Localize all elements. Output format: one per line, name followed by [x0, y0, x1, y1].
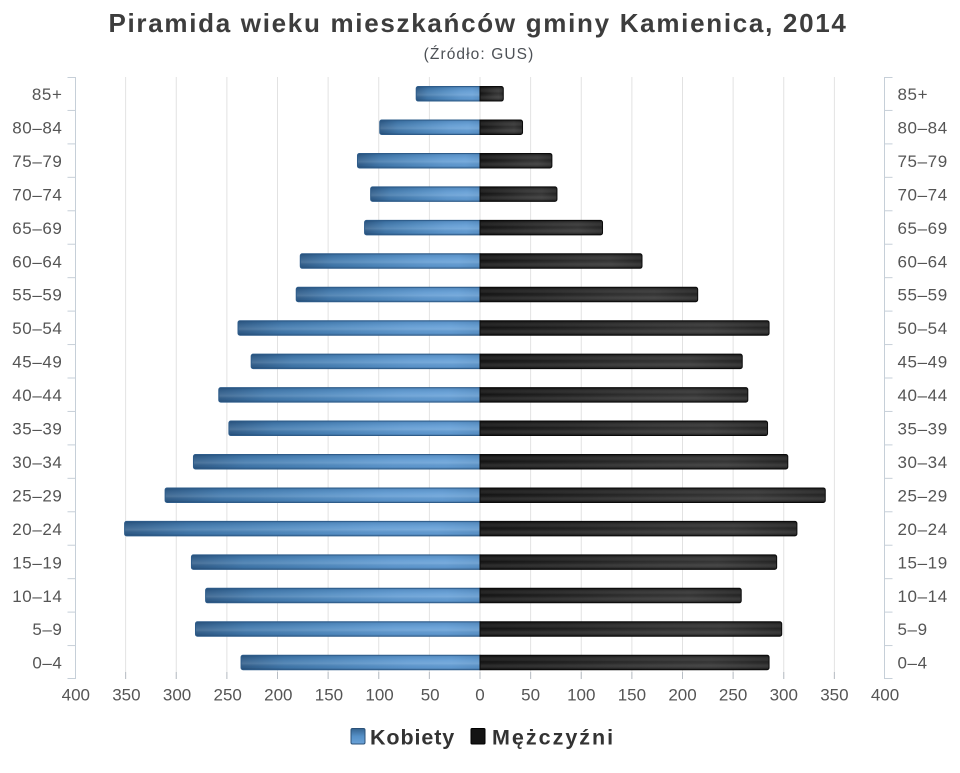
- svg-text:20–24: 20–24: [12, 520, 62, 539]
- svg-text:20–24: 20–24: [898, 520, 948, 539]
- svg-text:Mężczyźni: Mężczyźni: [492, 726, 615, 750]
- svg-text:75–79: 75–79: [12, 152, 62, 171]
- svg-text:0–4: 0–4: [32, 654, 62, 673]
- svg-text:200: 200: [264, 686, 292, 705]
- svg-text:250: 250: [213, 686, 241, 705]
- svg-text:50–54: 50–54: [898, 319, 948, 338]
- svg-text:30–34: 30–34: [12, 453, 62, 472]
- svg-text:15–19: 15–19: [12, 553, 62, 572]
- svg-text:150: 150: [315, 686, 343, 705]
- svg-text:60–64: 60–64: [898, 252, 948, 271]
- svg-text:Piramida wieku mieszkańców gmi: Piramida wieku mieszkańców gminy Kamieni…: [108, 8, 847, 38]
- svg-text:15–19: 15–19: [898, 553, 948, 572]
- svg-text:70–74: 70–74: [898, 185, 948, 204]
- svg-text:85+: 85+: [898, 85, 929, 104]
- svg-text:100: 100: [567, 686, 595, 705]
- svg-text:35–39: 35–39: [12, 420, 62, 439]
- svg-text:45–49: 45–49: [898, 353, 948, 372]
- svg-text:60–64: 60–64: [12, 252, 62, 271]
- svg-text:25–29: 25–29: [898, 486, 948, 505]
- svg-text:350: 350: [112, 686, 140, 705]
- svg-text:40–44: 40–44: [898, 386, 948, 405]
- svg-text:0: 0: [475, 686, 484, 705]
- svg-text:250: 250: [719, 686, 747, 705]
- svg-text:Kobiety: Kobiety: [370, 726, 455, 750]
- svg-text:300: 300: [770, 686, 798, 705]
- svg-text:100: 100: [365, 686, 393, 705]
- svg-text:400: 400: [62, 686, 90, 705]
- svg-text:5–9: 5–9: [898, 620, 928, 639]
- svg-text:200: 200: [668, 686, 696, 705]
- svg-text:50: 50: [521, 686, 540, 705]
- svg-text:150: 150: [618, 686, 646, 705]
- svg-text:25–29: 25–29: [12, 486, 62, 505]
- svg-text:75–79: 75–79: [898, 152, 948, 171]
- svg-text:70–74: 70–74: [12, 185, 62, 204]
- svg-text:350: 350: [820, 686, 848, 705]
- svg-text:80–84: 80–84: [12, 118, 62, 137]
- svg-text:10–14: 10–14: [898, 587, 948, 606]
- svg-text:400: 400: [871, 686, 899, 705]
- svg-text:55–59: 55–59: [898, 286, 948, 305]
- svg-text:40–44: 40–44: [12, 386, 62, 405]
- svg-text:65–69: 65–69: [898, 219, 948, 238]
- svg-text:45–49: 45–49: [12, 353, 62, 372]
- svg-text:50: 50: [421, 686, 440, 705]
- svg-text:10–14: 10–14: [12, 587, 62, 606]
- svg-text:55–59: 55–59: [12, 286, 62, 305]
- svg-text:50–54: 50–54: [12, 319, 62, 338]
- svg-text:65–69: 65–69: [12, 219, 62, 238]
- svg-text:30–34: 30–34: [898, 453, 948, 472]
- svg-text:35–39: 35–39: [898, 420, 948, 439]
- svg-text:0–4: 0–4: [898, 654, 928, 673]
- svg-text:85+: 85+: [32, 85, 63, 104]
- svg-text:300: 300: [163, 686, 191, 705]
- svg-text:5–9: 5–9: [32, 620, 62, 639]
- svg-text:80–84: 80–84: [898, 118, 948, 137]
- svg-text:(Źródło: GUS): (Źródło: GUS): [424, 46, 535, 63]
